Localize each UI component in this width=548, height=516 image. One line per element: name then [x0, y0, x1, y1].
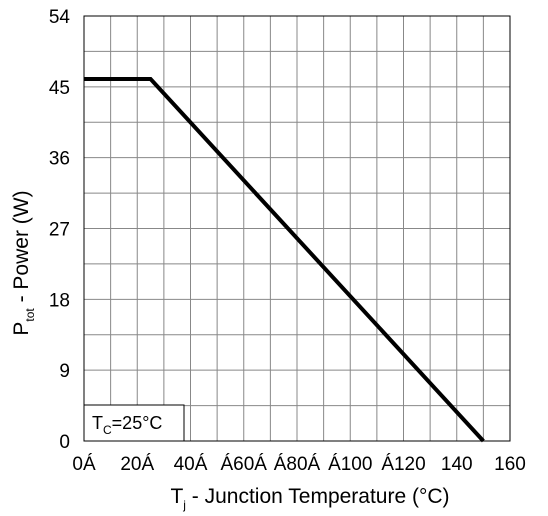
series-line	[84, 76, 485, 443]
y-tick-label: 45	[49, 78, 70, 99]
y-tick-label: 54	[49, 7, 71, 28]
x-tick-label: Á60Á	[221, 454, 268, 475]
plot-frame	[83, 15, 511, 442]
y-axis-label: Ptot - Power (W)	[10, 190, 37, 335]
y-axis-label-main: P	[10, 322, 33, 336]
y-tick-label: 36	[49, 149, 70, 170]
y-tick-label: 0	[59, 432, 70, 453]
annotation-sub: C	[103, 423, 112, 437]
y-tick-labels: 0 9 18 27 36 45 54	[49, 7, 71, 453]
y-axis-label-rest: - Power (W)	[10, 190, 33, 308]
x-tick-labels: 0Á 20Á 40Á Á60Á Á80Á Á100 Á120 140 160	[72, 454, 525, 475]
y-axis-label-sub: tot	[23, 308, 37, 322]
y-tick-label: 18	[49, 290, 70, 311]
annotation-rest: =25°C	[112, 413, 163, 433]
y-tick-label: 27	[49, 220, 70, 241]
x-axis-label: Tj - Junction Temperature (°C)	[170, 485, 449, 512]
x-tick-label: 160	[494, 454, 526, 475]
x-tick-label: 40Á	[174, 454, 208, 475]
x-tick-label: Á100	[328, 454, 372, 475]
x-axis-label-rest: - Junction Temperature (°C)	[186, 485, 450, 508]
x-tick-label: Á120	[381, 454, 425, 475]
x-tick-label: Á80Á	[274, 454, 321, 475]
annotation-text: TC=25°C	[92, 413, 162, 437]
x-tick-label: 0Á	[72, 454, 96, 475]
x-tick-label: 140	[441, 454, 473, 475]
annotation-box	[83, 404, 185, 442]
x-axis-label-sub: j	[182, 498, 186, 512]
x-tick-label: 20Á	[120, 454, 154, 475]
annotation-main: T	[92, 413, 103, 433]
y-tick-label: 9	[59, 361, 70, 382]
x-axis-label-main: T	[170, 485, 183, 508]
